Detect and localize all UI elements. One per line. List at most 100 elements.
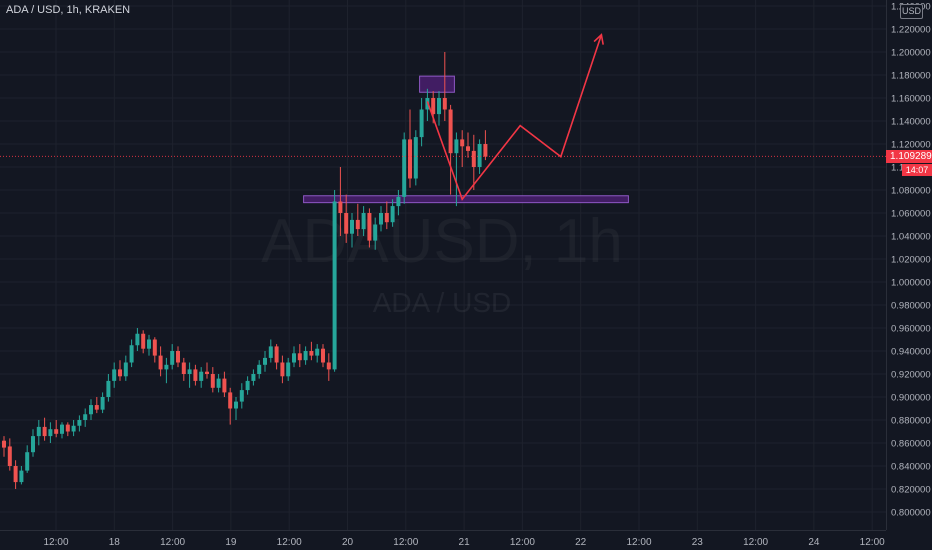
candle [129, 339, 134, 368]
candle [408, 109, 412, 188]
price-tick-label: 0.880000 [891, 416, 931, 427]
candle [303, 346, 308, 365]
price-tick-label: 1.000000 [891, 278, 931, 289]
time-tick-label: 12:00 [626, 537, 651, 548]
time-tick-label: 12:00 [743, 537, 768, 548]
projection-drawing[interactable] [426, 33, 604, 201]
zone-rectangle[interactable] [419, 75, 455, 93]
candle [216, 374, 221, 393]
bar-countdown-label: 14:07 [902, 164, 932, 176]
candle [147, 334, 151, 356]
candle [158, 346, 163, 377]
price-tick-label: 0.960000 [891, 324, 931, 335]
price-tick-label: 0.900000 [891, 393, 931, 404]
candle [65, 422, 70, 437]
candle [332, 190, 337, 372]
candle [280, 355, 285, 384]
candle [193, 364, 198, 386]
price-axis[interactable]: 1.2400001.2200001.2000001.1800001.160000… [891, 2, 931, 519]
arrow-head-icon [593, 33, 604, 45]
candle [437, 91, 441, 126]
price-tick-label: 0.800000 [891, 508, 931, 519]
candle [239, 383, 244, 409]
candle [222, 371, 227, 397]
candle [19, 466, 24, 485]
time-tick-label: 21 [459, 537, 471, 548]
candle [36, 420, 41, 446]
candle [187, 362, 192, 388]
candle [234, 397, 238, 420]
candle [123, 355, 128, 381]
current-price-label: 1.109289 [886, 150, 932, 163]
candle [448, 104, 453, 195]
price-tick-label: 1.120000 [891, 140, 931, 151]
chart-watermark: ADAUSD, 1h ADA / USD [261, 207, 623, 318]
candle [54, 420, 59, 438]
candle [483, 130, 488, 161]
price-tick-label: 0.820000 [891, 485, 931, 496]
time-tick-label: 12:00 [510, 537, 535, 548]
candle [176, 346, 180, 368]
symbol-legend[interactable]: ADA / USD, 1h, KRAKEN [6, 4, 131, 16]
time-axis[interactable]: 12:00 18 12:00 19 12:00 20 12:00 21 12:00 22 12:00… [43, 537, 885, 548]
time-tick-label: 12:00 [393, 537, 418, 548]
zone-rectangle[interactable] [303, 195, 629, 204]
candle [454, 132, 459, 207]
price-tick-label: 0.860000 [891, 439, 931, 450]
candle [373, 217, 378, 250]
price-tick-label: 0.940000 [891, 347, 931, 358]
candle [477, 139, 482, 174]
candle [118, 360, 122, 381]
price-tick-label: 1.040000 [891, 232, 931, 243]
price-tick-label: 0.840000 [891, 462, 931, 473]
candle [31, 429, 35, 457]
candle [297, 344, 302, 368]
candle [419, 98, 424, 147]
candle [292, 346, 296, 368]
price-tick-label: 1.020000 [891, 255, 931, 266]
candle [181, 357, 186, 381]
rectangle-zones[interactable] [303, 75, 629, 204]
candle [7, 438, 12, 471]
candle [321, 344, 325, 368]
time-tick-label: 12:00 [160, 537, 185, 548]
price-tick-label: 0.920000 [891, 370, 931, 381]
candle [48, 422, 53, 443]
candle [199, 367, 204, 388]
candle [390, 199, 395, 227]
price-tick-label: 1.220000 [891, 25, 931, 36]
currency-button[interactable]: USD [900, 4, 923, 19]
candle [170, 344, 175, 370]
time-tick-label: 22 [575, 537, 587, 548]
candle [442, 52, 447, 121]
price-tick-label: 1.200000 [891, 48, 931, 59]
candle [100, 392, 105, 414]
candle [257, 360, 262, 379]
time-tick-label: 12:00 [860, 537, 885, 548]
time-tick-label: 12:00 [43, 537, 68, 548]
candle [13, 460, 18, 489]
price-tick-label: 1.180000 [891, 71, 931, 82]
candle [384, 201, 389, 230]
candle [77, 415, 82, 432]
candle [286, 357, 291, 381]
watermark-pair: ADA / USD [373, 287, 511, 318]
candle [164, 357, 169, 384]
time-tick-label: 12:00 [277, 537, 302, 548]
time-tick-label: 19 [225, 537, 237, 548]
projection-path[interactable] [426, 34, 603, 201]
candle [42, 417, 47, 441]
candlestick-series [2, 52, 488, 489]
candle [396, 190, 401, 216]
candle [309, 341, 314, 361]
candle [2, 436, 6, 457]
candle [326, 353, 331, 381]
candle [135, 328, 140, 351]
candle [460, 130, 465, 167]
candle [413, 130, 418, 186]
candle [471, 134, 476, 190]
time-tick-label: 18 [109, 537, 121, 548]
candle [228, 387, 233, 425]
